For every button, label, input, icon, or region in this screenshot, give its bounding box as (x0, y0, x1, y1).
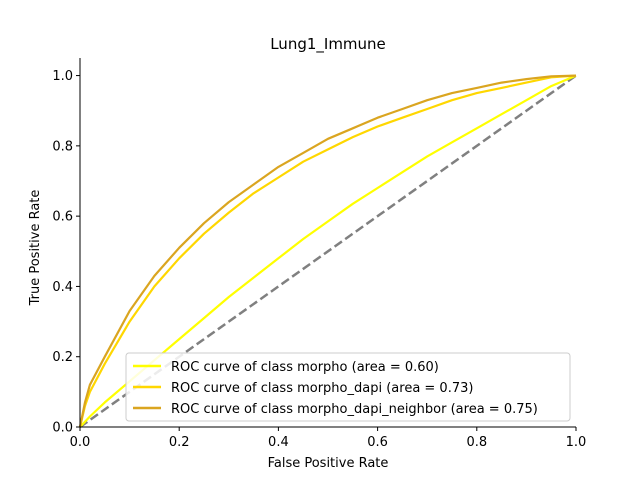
legend-entry-label: ROC curve of class morpho (area = 0.60) (171, 360, 439, 375)
chance-reference-line (79, 74, 577, 429)
x-axis-label: False Positive Rate (268, 456, 389, 471)
roc-series-line-2 (78, 74, 577, 428)
x-tick-label: 0.2 (169, 435, 190, 450)
y-tick-label: 1.0 (52, 69, 73, 84)
x-tick-label: 0.0 (70, 435, 91, 450)
y-ticks: 0.0 0.2 0.4 0.6 0.8 1.0 (52, 69, 80, 436)
legend-entry-label: ROC curve of class morpho_dapi (area = 0… (171, 381, 473, 396)
y-tick-label: 0.0 (52, 421, 73, 436)
legend: ROC curve of class morpho (area = 0.60) R… (125, 352, 571, 422)
y-tick-label: 0.4 (52, 280, 73, 295)
x-ticks: 0.0 0.2 0.4 0.6 0.8 1.0 (70, 427, 587, 450)
x-tick-label: 1.0 (566, 435, 587, 450)
chart-title: Lung1_Immune (270, 35, 386, 54)
x-tick-label: 0.8 (466, 435, 487, 450)
x-tick-label: 0.6 (367, 435, 388, 450)
roc-series-line-1 (78, 74, 577, 428)
axes (79, 58, 576, 428)
y-axis-label: True Positive Rate (28, 190, 43, 307)
legend-box (125, 352, 571, 422)
y-tick-label: 0.6 (52, 210, 73, 225)
y-tick-label: 0.8 (52, 139, 73, 154)
legend-entry-label: ROC curve of class morpho_dapi_neighbor … (171, 402, 538, 417)
x-tick-label: 0.4 (268, 435, 289, 450)
y-tick-label: 0.2 (52, 350, 73, 365)
